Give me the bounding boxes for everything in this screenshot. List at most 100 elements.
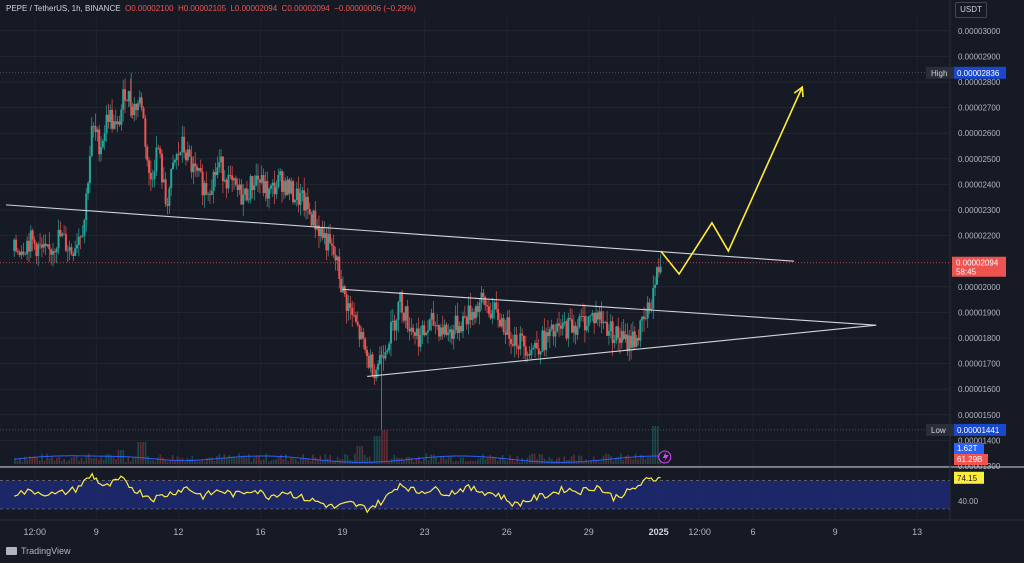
candle-body: [223, 179, 226, 182]
candle-body: [216, 167, 219, 176]
candle-body: [628, 335, 631, 352]
candle-body: [377, 363, 380, 370]
candle-body: [434, 325, 437, 327]
volume-bar: [467, 461, 469, 464]
volume-bar: [60, 460, 63, 464]
candle-body: [260, 175, 263, 183]
candle-body: [148, 160, 151, 173]
volume-bar: [620, 453, 622, 464]
candle-body: [290, 181, 293, 194]
volume-bar: [115, 459, 117, 464]
volume-bar: [166, 461, 169, 464]
candle-body: [168, 188, 171, 206]
candle-body: [299, 192, 302, 205]
time-tick-label: 29: [584, 527, 594, 537]
candle-body: [109, 109, 112, 122]
volume-bar: [637, 459, 639, 464]
candle-body: [247, 199, 250, 201]
candle-body: [443, 324, 446, 335]
volume-ma-tag: [954, 454, 988, 465]
candle-body: [111, 109, 114, 129]
volume-bar: [501, 455, 504, 464]
candle-body: [502, 318, 505, 332]
currency-button[interactable]: USDT: [955, 2, 987, 18]
candle-body: [480, 292, 483, 303]
low-marker-value: 0.00001441: [957, 426, 1000, 435]
candle-body: [583, 316, 586, 331]
volume-bar: [597, 461, 600, 464]
volume-bar: [218, 454, 221, 464]
volume-bar: [230, 457, 233, 464]
candle-body: [118, 121, 121, 125]
candle-body: [258, 179, 261, 183]
candle-body: [522, 335, 525, 347]
candle-body: [27, 240, 30, 252]
volume-bar: [462, 457, 465, 464]
candle-body: [559, 325, 562, 329]
price-tick-label: 0.00002200: [958, 232, 1001, 241]
volume-bar: [499, 458, 501, 464]
volume-bar: [654, 426, 657, 464]
volume-bar: [125, 461, 127, 464]
candle-body: [606, 321, 609, 336]
volume-bar: [622, 459, 625, 464]
candle-body: [220, 156, 223, 163]
candle-body: [172, 162, 175, 170]
volume-bar: [487, 457, 489, 464]
candle-body: [624, 334, 627, 340]
candle-body: [218, 162, 221, 168]
candle-body: [240, 184, 243, 205]
time-tick-label: 26: [502, 527, 512, 537]
candle-body: [157, 147, 160, 149]
candle-body: [611, 321, 614, 344]
candle-body: [251, 176, 254, 190]
candle-body: [389, 322, 392, 344]
brand-label: TradingView: [21, 546, 71, 556]
candle-body: [103, 133, 106, 141]
candle-body: [641, 316, 644, 321]
candle-body: [112, 121, 115, 129]
volume-bar: [154, 461, 157, 464]
ohlc-change: −0.00000006 (−0.29%): [334, 4, 416, 13]
high-marker-value: 0.00002836: [957, 69, 1000, 78]
candle-body: [591, 313, 594, 316]
volume-bar: [477, 459, 479, 464]
candle-body: [550, 324, 553, 330]
candle-body: [330, 243, 333, 246]
candle-body: [482, 292, 485, 298]
time-tick-label: 23: [420, 527, 430, 537]
candle-body: [236, 184, 239, 191]
rsi-value: 74.15: [957, 474, 978, 483]
volume-bar: [590, 460, 593, 464]
candle-body: [530, 349, 533, 356]
candle-body: [255, 175, 258, 186]
candle-body: [438, 325, 441, 337]
tradingview-logo[interactable]: TradingView: [6, 546, 71, 556]
volume-bar: [388, 461, 391, 464]
volume-bar: [243, 455, 245, 464]
candle-body: [18, 251, 21, 256]
candle-body: [493, 302, 496, 311]
candle-body: [33, 239, 36, 244]
candle-body: [138, 97, 141, 104]
candle-body: [321, 228, 324, 238]
volume-bar: [73, 456, 75, 464]
candle-body: [125, 100, 128, 102]
candle-body: [286, 179, 289, 196]
candle-body: [40, 244, 43, 248]
volume-bar: [344, 453, 346, 464]
trendlines: [5, 204, 877, 377]
candle-body: [349, 303, 352, 308]
volume-bar: [511, 458, 514, 464]
volume-bar: [317, 458, 319, 464]
candle-body: [426, 330, 429, 333]
candle-body: [53, 251, 56, 253]
candle-body: [306, 196, 309, 209]
price-tick-label: 0.00002500: [958, 155, 1001, 164]
volume-bar: [632, 459, 634, 464]
ohlc-open: O0.00002100: [125, 4, 174, 13]
candle-body: [619, 338, 622, 343]
candle-body: [149, 172, 152, 180]
